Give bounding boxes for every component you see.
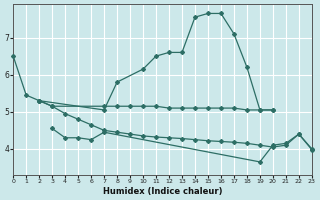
- X-axis label: Humidex (Indice chaleur): Humidex (Indice chaleur): [103, 187, 222, 196]
